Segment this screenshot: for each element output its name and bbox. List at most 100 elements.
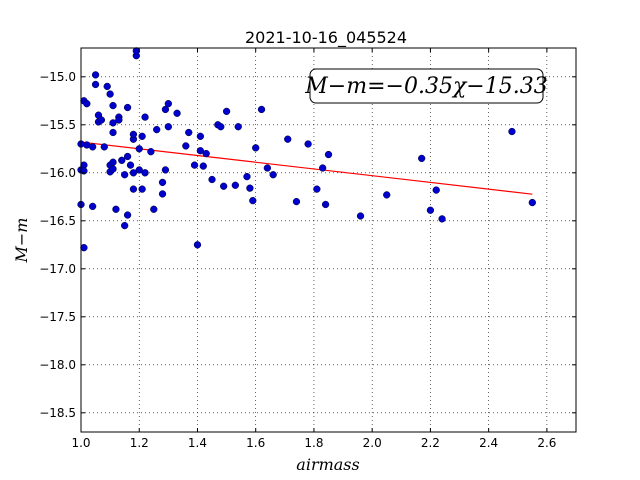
data-point	[313, 185, 321, 193]
data-point	[109, 119, 117, 127]
data-point	[126, 161, 135, 169]
data-point	[138, 132, 146, 140]
data-point	[135, 145, 143, 153]
data-point	[292, 197, 301, 206]
data-point	[103, 82, 111, 91]
data-point	[257, 105, 266, 114]
data-point	[252, 144, 260, 152]
data-point	[199, 162, 207, 170]
plot-frame	[80, 47, 577, 433]
data-point	[129, 185, 138, 193]
x-tick-label: 1.6	[246, 436, 265, 450]
data-point	[249, 196, 257, 205]
data-point	[118, 156, 126, 164]
data-point	[263, 164, 272, 172]
data-point	[173, 109, 181, 117]
chart-title: 2021-10-16_045524	[245, 28, 407, 48]
data-point	[88, 143, 97, 151]
data-point	[164, 100, 173, 108]
y-tick-label: −18.5	[39, 406, 76, 420]
data-point	[161, 166, 170, 174]
y-tick-label: −17.5	[39, 310, 76, 324]
data-point	[158, 178, 167, 187]
x-axis-label: airmass	[296, 455, 359, 474]
data-point	[91, 80, 100, 89]
x-tick-label: 1.0	[71, 436, 90, 450]
fit-line-layer	[80, 141, 533, 195]
data-point	[196, 132, 205, 140]
data-point	[115, 116, 123, 124]
data-point	[129, 130, 138, 139]
data-point	[129, 169, 138, 177]
data-point	[91, 71, 100, 79]
data-point	[150, 205, 158, 213]
fit-line	[80, 141, 533, 195]
grid-lines	[80, 48, 576, 432]
data-point	[141, 113, 149, 121]
data-points	[77, 47, 536, 252]
data-point	[147, 148, 155, 156]
data-point	[202, 149, 210, 158]
y-tick-label: −16.0	[39, 166, 76, 180]
data-point	[182, 142, 190, 150]
data-point	[100, 143, 108, 151]
x-tick-label: 2.2	[421, 436, 440, 450]
data-point	[222, 107, 231, 116]
data-point	[109, 128, 117, 137]
data-point	[217, 123, 225, 131]
data-point	[80, 244, 88, 252]
x-tick-label: 1.8	[304, 436, 323, 450]
data-point	[284, 135, 292, 143]
data-point	[324, 150, 333, 159]
x-tick-label: 2.4	[479, 436, 498, 450]
data-point	[164, 123, 173, 131]
data-point	[418, 154, 426, 163]
data-point	[185, 128, 193, 137]
data-point	[234, 123, 242, 131]
data-point	[112, 205, 120, 213]
data-point	[121, 171, 129, 179]
tick-labels: 1.0 1.2 1.4 1.6 1.8 2.0 2.2 2.4 2.6 −15.0 −15.5 −16…	[39, 70, 556, 450]
data-point	[190, 161, 199, 169]
data-point	[243, 172, 251, 181]
data-point	[106, 90, 114, 98]
data-point	[432, 186, 440, 194]
y-tick-label: −18.0	[39, 358, 76, 372]
x-tick-label: 1.2	[130, 436, 149, 450]
data-point	[109, 165, 117, 173]
data-point	[135, 166, 143, 174]
data-point	[123, 211, 132, 219]
x-tick-label: 1.4	[188, 436, 207, 450]
data-point	[528, 198, 536, 207]
x-tick-label: 2.6	[537, 436, 556, 450]
data-point	[158, 190, 167, 198]
y-axis-label: M−m	[12, 218, 31, 264]
data-point	[220, 182, 228, 190]
data-point	[109, 158, 117, 166]
data-point	[196, 147, 205, 155]
data-point	[508, 127, 516, 136]
data-point	[123, 152, 132, 161]
data-point	[123, 103, 132, 112]
data-point	[138, 185, 146, 193]
data-point	[269, 171, 277, 179]
data-point	[193, 241, 202, 249]
data-point	[161, 105, 170, 114]
data-point	[246, 184, 254, 192]
data-point	[321, 200, 330, 209]
data-point	[83, 100, 91, 108]
data-point	[121, 221, 129, 230]
fit-equation-label: M−m=−0.35χ−15.33	[304, 74, 547, 99]
data-point	[356, 212, 365, 220]
x-tick-label: 2.0	[363, 436, 382, 450]
data-point	[304, 140, 312, 148]
data-point	[383, 191, 391, 199]
data-point	[319, 164, 327, 172]
data-point	[97, 116, 106, 124]
data-point	[153, 125, 161, 134]
axis-ticks	[80, 48, 576, 432]
fit-equation-box: M−m=−0.35χ−15.33	[304, 68, 548, 104]
data-point	[426, 206, 435, 214]
y-tick-label: −15.5	[39, 118, 76, 132]
data-point	[231, 181, 239, 189]
